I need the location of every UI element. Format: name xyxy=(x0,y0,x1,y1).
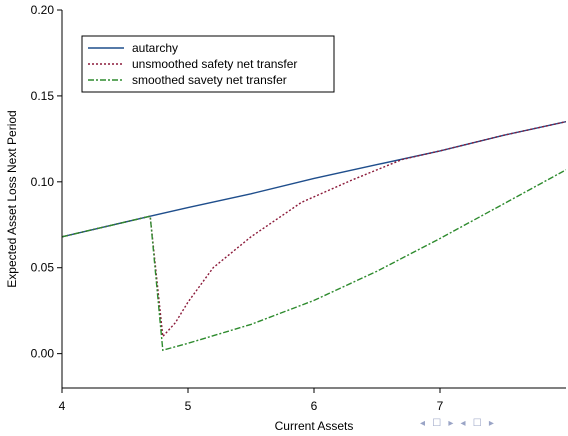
x-tick-label: 5 xyxy=(185,399,192,413)
y-tick-label: 0.05 xyxy=(31,261,55,275)
legend: autarchy unsmoothed safety net transfer sm… xyxy=(81,35,335,93)
y-axis-label: Expected Asset Loss Next Period xyxy=(5,110,19,287)
series-line-3 xyxy=(62,169,566,352)
series-line-1 xyxy=(62,121,566,238)
legend-label: smoothed savety net transfer xyxy=(132,73,287,87)
x-tick-label: 7 xyxy=(437,399,444,413)
y-tick-label: 0.00 xyxy=(31,347,55,361)
x-tick-label: 6 xyxy=(311,399,318,413)
y-tick-label: 0.20 xyxy=(31,3,55,17)
x-axis-label: Current Assets xyxy=(275,419,354,433)
y-tick-label: 0.10 xyxy=(31,175,55,189)
plot-area xyxy=(62,121,566,352)
y-tick-label: 0.15 xyxy=(31,89,55,103)
legend-label: autarchy xyxy=(132,41,178,55)
legend-label: unsmoothed safety net transfer xyxy=(132,57,297,71)
series-line-2 xyxy=(62,121,566,339)
presentation-nav-icons[interactable]: ◂ ☐ ▸ ◂ ☐ ▸ xyxy=(420,418,496,429)
legend-box xyxy=(81,35,335,93)
axes: 4 5 6 7 0.00 0.05 0.10 0.15 0.20 xyxy=(31,3,566,413)
x-tick-label: 4 xyxy=(59,399,66,413)
